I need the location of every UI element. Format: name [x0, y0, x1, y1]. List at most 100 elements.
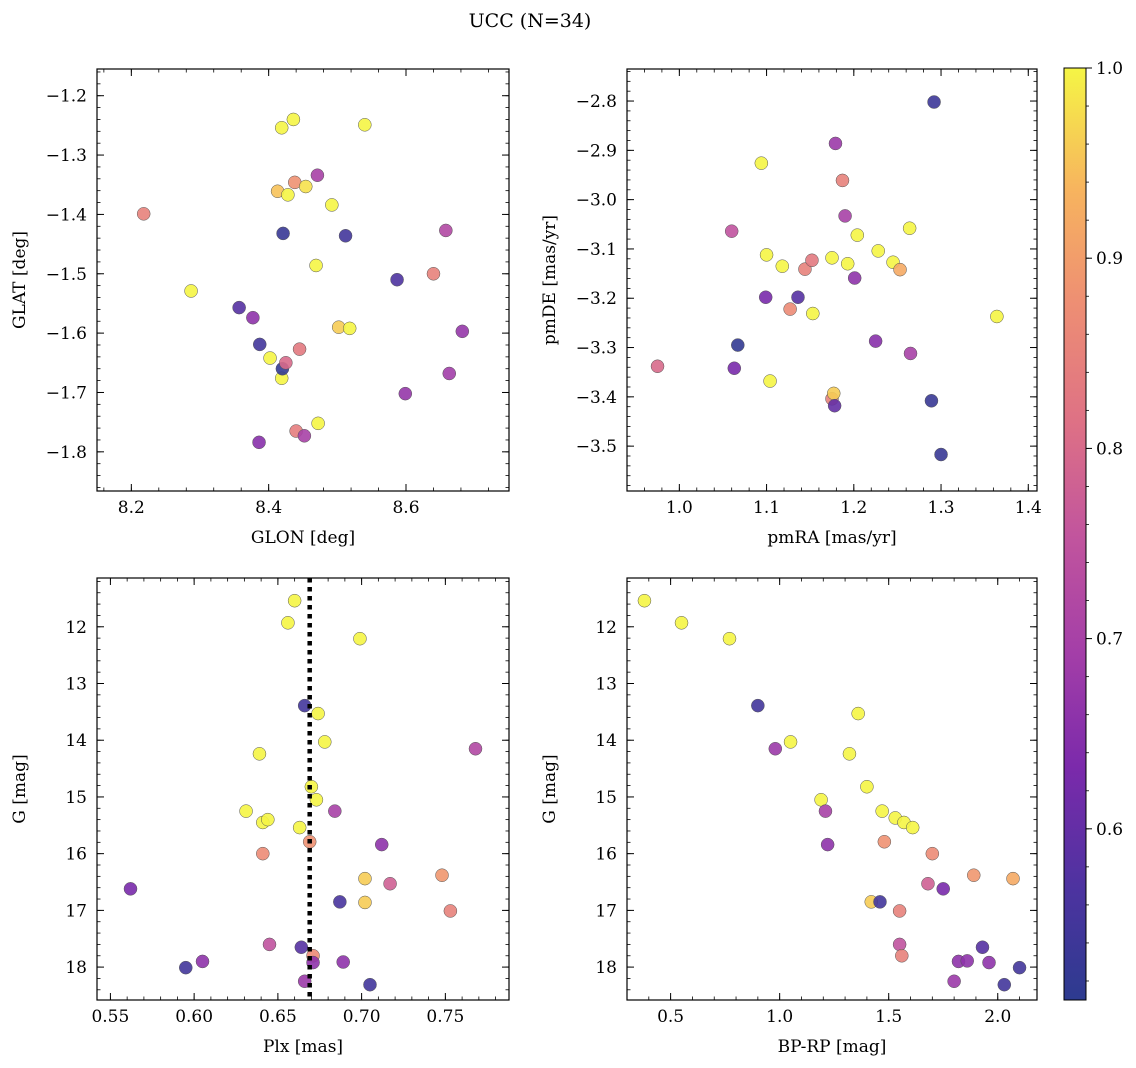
x-tick-label: 8.2 [118, 498, 145, 518]
scatter-point [840, 256, 855, 271]
scatter-point [310, 168, 325, 182]
scatter-point [875, 804, 889, 818]
scatter-point [947, 974, 961, 989]
x-axis-label: GLON [deg] [251, 528, 355, 548]
scatter-point [262, 937, 277, 952]
scatter-points [650, 95, 1004, 462]
colorbar-gradient [1063, 67, 1087, 1001]
x-tick-label: 1.5 [875, 1007, 902, 1027]
scatter-point [838, 209, 852, 223]
scatter-point [850, 228, 865, 242]
scatter-point [309, 258, 323, 273]
scatter-point [814, 793, 828, 807]
scatter-point [246, 310, 260, 325]
scatter-point [294, 940, 309, 954]
scatter-point [674, 616, 689, 630]
scatter-point [363, 977, 377, 992]
scatter-point [820, 837, 835, 852]
scatter-point [398, 386, 413, 401]
scatter-point [905, 820, 920, 835]
x-tick-label: 0.55 [91, 1007, 129, 1027]
scatter-point [768, 741, 783, 756]
colorbar-tick-label: 1.0 [1096, 59, 1123, 79]
scatter-point [763, 374, 777, 388]
scatter-point [892, 937, 907, 952]
scatter-point [775, 259, 790, 273]
y-tick-label: 14 [65, 731, 87, 751]
x-tick-label: 0.70 [343, 1007, 381, 1027]
scatter-point [727, 361, 742, 375]
scatter-point [281, 616, 295, 630]
scatter-point [650, 359, 665, 374]
scatter-point [426, 267, 441, 281]
scatter-point [903, 346, 918, 361]
scatter-point [292, 820, 307, 835]
scatter-point [731, 338, 745, 352]
scatter-point [934, 447, 948, 462]
scatter-point [358, 871, 372, 886]
y-tick-label: 18 [595, 958, 617, 978]
scatter-point [892, 904, 907, 918]
panel-plx-g: 0.55 0.60 0.65 0.70 0.75 12 13 14 15 16 17 18 Plx [m… [10, 577, 510, 1057]
x-tick-label: 1.1 [753, 498, 780, 518]
scatter-point [136, 207, 151, 221]
scatter-point [252, 747, 267, 761]
scatter-point [895, 949, 909, 963]
scatter-point [311, 416, 325, 431]
y-tick-label: −3.2 [576, 289, 617, 309]
y-axis-label: pmDE [mas/yr] [540, 215, 560, 345]
scatter-point [292, 342, 307, 356]
y-tick-label: 17 [65, 901, 87, 921]
scatter-point [342, 321, 357, 336]
y-tick-label: 16 [595, 845, 617, 865]
scatter-point [261, 812, 275, 827]
scatter-point [783, 302, 797, 316]
scatter-point [960, 954, 974, 968]
scatter-point [825, 251, 839, 265]
scatter-point [263, 351, 277, 365]
scatter-point [924, 394, 939, 408]
scatter-point [868, 334, 883, 348]
scatter-point [791, 290, 805, 304]
x-tick-label: 0.75 [426, 1007, 464, 1027]
scatter-point [468, 741, 483, 756]
x-tick-label: 0.60 [175, 1007, 213, 1027]
scatter-point [276, 226, 290, 241]
y-tick-label: −1.5 [46, 265, 87, 285]
x-tick-label: 1.2 [840, 498, 867, 518]
scatter-points [123, 593, 483, 992]
scatter-point [1006, 871, 1020, 886]
y-tick-label: 15 [65, 788, 87, 808]
scatter-point [309, 793, 324, 807]
y-tick-label: −1.4 [46, 205, 87, 225]
scatter-point [252, 337, 267, 352]
x-tick-label: 8.4 [255, 498, 282, 518]
scatter-point [279, 356, 293, 370]
scatter-point [805, 253, 819, 268]
y-tick-label: −3.0 [576, 191, 617, 211]
scatter-point [818, 804, 833, 818]
y-tick-label: 14 [595, 731, 617, 751]
x-tick-label: 0.65 [259, 1007, 297, 1027]
y-tick-label: −3.5 [576, 437, 617, 457]
x-tick-label: 1.0 [766, 1007, 793, 1027]
y-tick-label: 18 [65, 958, 87, 978]
scatter-point [179, 960, 193, 975]
panel-bprp-g: 0.5 1.0 1.5 2.0 12 13 14 15 16 17 18 BP-RP [mag] G [… [540, 577, 1038, 1057]
scatter-point [256, 846, 270, 861]
scatter-point [374, 837, 389, 852]
x-tick-label: 1.3 [928, 498, 955, 518]
y-tick-label: 12 [595, 618, 617, 638]
x-tick-label: 0.5 [657, 1007, 684, 1027]
scatter-point [435, 868, 449, 882]
scatter-point [184, 284, 198, 298]
scatter-point [443, 904, 458, 918]
x-axis-label: BP-RP [mag] [778, 1037, 887, 1057]
scatter-point [299, 179, 313, 194]
y-tick-label: −1.8 [46, 443, 87, 463]
y-axis-label: GLAT [deg] [10, 231, 30, 329]
scatter-point [318, 735, 332, 749]
y-tick-label: 15 [595, 788, 617, 808]
scatter-point [982, 955, 996, 970]
scatter-point [1012, 960, 1027, 975]
